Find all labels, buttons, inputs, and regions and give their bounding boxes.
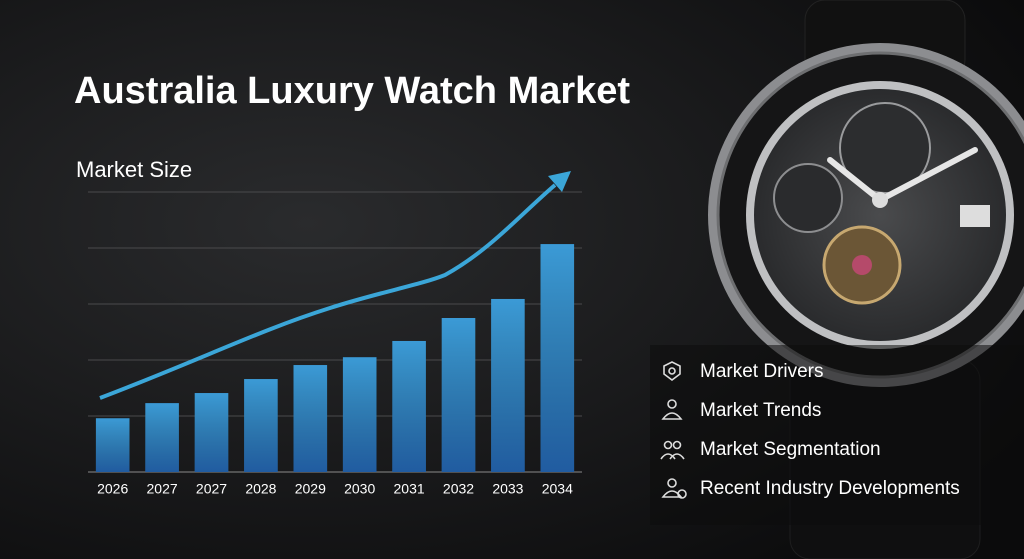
menu-backdrop [650, 345, 1024, 525]
icon [660, 361, 687, 499]
menu-item[interactable]: Market Trends [700, 400, 821, 421]
bar-shade [95, 418, 130, 472]
bar-shade [293, 365, 328, 472]
trend-arrow [99, 183, 557, 400]
bar-shade [540, 244, 575, 472]
x-tick-label: 2027 [147, 481, 178, 497]
bar-shade [441, 318, 476, 472]
x-tick-label: 2028 [245, 481, 276, 497]
menu-item[interactable]: Recent Industry Developments [700, 478, 960, 499]
trend-arrow-head [548, 171, 571, 192]
bar-shade [342, 357, 377, 472]
bar-shade [145, 403, 179, 472]
axis-title: Market Size [76, 157, 192, 182]
menu-item[interactable]: Market Drivers [700, 361, 824, 382]
x-tick-label: 2027 [196, 481, 227, 497]
x-tick-label: 2029 [295, 481, 326, 497]
menu-item[interactable]: Market Segmentation [700, 439, 881, 460]
bar-shade [244, 379, 278, 472]
bar-shade [491, 298, 525, 472]
chart-title: Australia Luxury Watch Market [74, 70, 630, 112]
x-tick-label: 2032 [443, 481, 474, 497]
bar-shade [392, 340, 426, 472]
plot-area: 2026 2027 2027 2028 2029 2030 2031 2032 2033 2034 [88, 191, 582, 497]
x-tick-label: 2026 [97, 481, 128, 497]
menu: Market Drivers Market Trends Market Segm… [660, 361, 960, 499]
x-tick-label: 2030 [344, 481, 375, 497]
bar-shade [194, 393, 229, 472]
x-tick-label: 2034 [542, 481, 573, 497]
x-tick-label: 2033 [492, 481, 523, 497]
x-tick-label: 2031 [394, 481, 425, 497]
